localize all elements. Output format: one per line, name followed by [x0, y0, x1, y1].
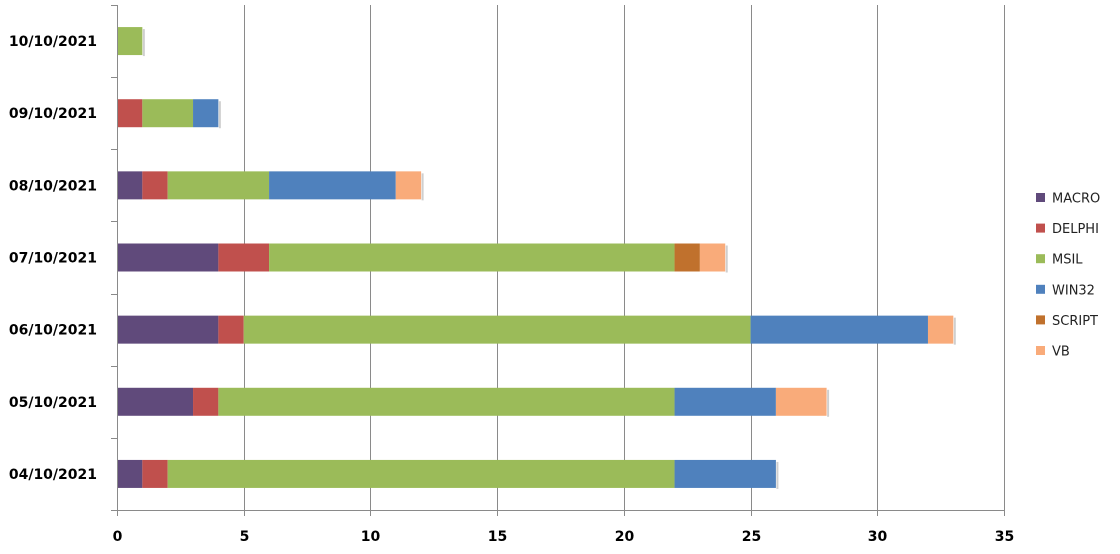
y-tick-label: 10/10/2021	[9, 34, 97, 50]
bar-delphi-4	[218, 315, 244, 344]
y-tick-label: 08/10/2021	[9, 178, 97, 194]
x-tick-label: 5	[240, 529, 250, 545]
bar-vb-2	[395, 171, 422, 200]
bar-vb-4	[927, 315, 954, 344]
bar-win32-5	[674, 387, 776, 416]
y-tick-label: 06/10/2021	[9, 323, 97, 339]
y-tick-label: 07/10/2021	[9, 251, 97, 267]
legend: MACRO DELPHI MSIL WIN32 SCRIPT VB	[1036, 192, 1100, 360]
x-tick-label: 25	[742, 529, 761, 545]
bars	[117, 27, 956, 489]
bar-macro-4	[117, 315, 219, 344]
bar-macro-3	[117, 243, 219, 272]
bar-macro-2	[117, 171, 143, 200]
x-tick-label: 30	[868, 529, 888, 545]
legend-swatch-vb	[1036, 346, 1045, 355]
x-tick-label: 15	[488, 529, 507, 545]
bar-msil-0	[117, 27, 143, 56]
legend-label-delphi: DELPHI	[1052, 222, 1099, 237]
legend-label-vb: VB	[1052, 345, 1070, 360]
legend-label-win32: WIN32	[1052, 283, 1095, 298]
bar-msil-3	[269, 243, 675, 272]
legend-label-script: SCRIPT	[1052, 314, 1098, 329]
bar-win32-1	[193, 99, 219, 128]
axes: 10/10/2021 09/10/2021 08/10/2021 07/10/2021…	[9, 5, 1014, 545]
bar-script-3	[674, 243, 700, 272]
legend-swatch-delphi	[1036, 223, 1045, 233]
bar-win32-6	[674, 459, 776, 488]
bar-delphi-1	[117, 99, 143, 128]
legend-label-macro: MACRO	[1052, 192, 1100, 207]
legend-swatch-win32	[1036, 284, 1045, 294]
y-tick-label: 04/10/2021	[9, 467, 97, 483]
bar-delphi-5	[193, 387, 219, 416]
bar-delphi-2	[142, 171, 168, 200]
bar-delphi-6	[142, 459, 168, 488]
bar-macro-5	[117, 387, 194, 416]
bar-msil-1	[142, 99, 194, 128]
x-tick-label: 10	[361, 529, 381, 545]
bar-msil-5	[218, 387, 675, 416]
bar-msil-4	[243, 315, 751, 344]
bar-vb-3	[699, 243, 726, 272]
bar-msil-2	[167, 171, 270, 200]
y-tick-label: 09/10/2021	[9, 106, 97, 122]
y-tick-label: 05/10/2021	[9, 395, 97, 411]
bar-delphi-3	[218, 243, 270, 272]
bar-macro-6	[117, 459, 143, 488]
legend-swatch-macro	[1036, 193, 1045, 202]
x-tick-label: 0	[113, 529, 123, 545]
legend-swatch-script	[1036, 315, 1045, 325]
bar-msil-6	[167, 459, 675, 488]
x-tick-label: 35	[995, 529, 1014, 545]
x-tick-label: 20	[615, 529, 635, 545]
bar-win32-4	[750, 315, 928, 344]
bar-win32-2	[269, 171, 396, 200]
legend-label-msil: MSIL	[1052, 253, 1083, 268]
legend-swatch-msil	[1036, 254, 1045, 264]
bar-vb-5	[775, 387, 827, 416]
